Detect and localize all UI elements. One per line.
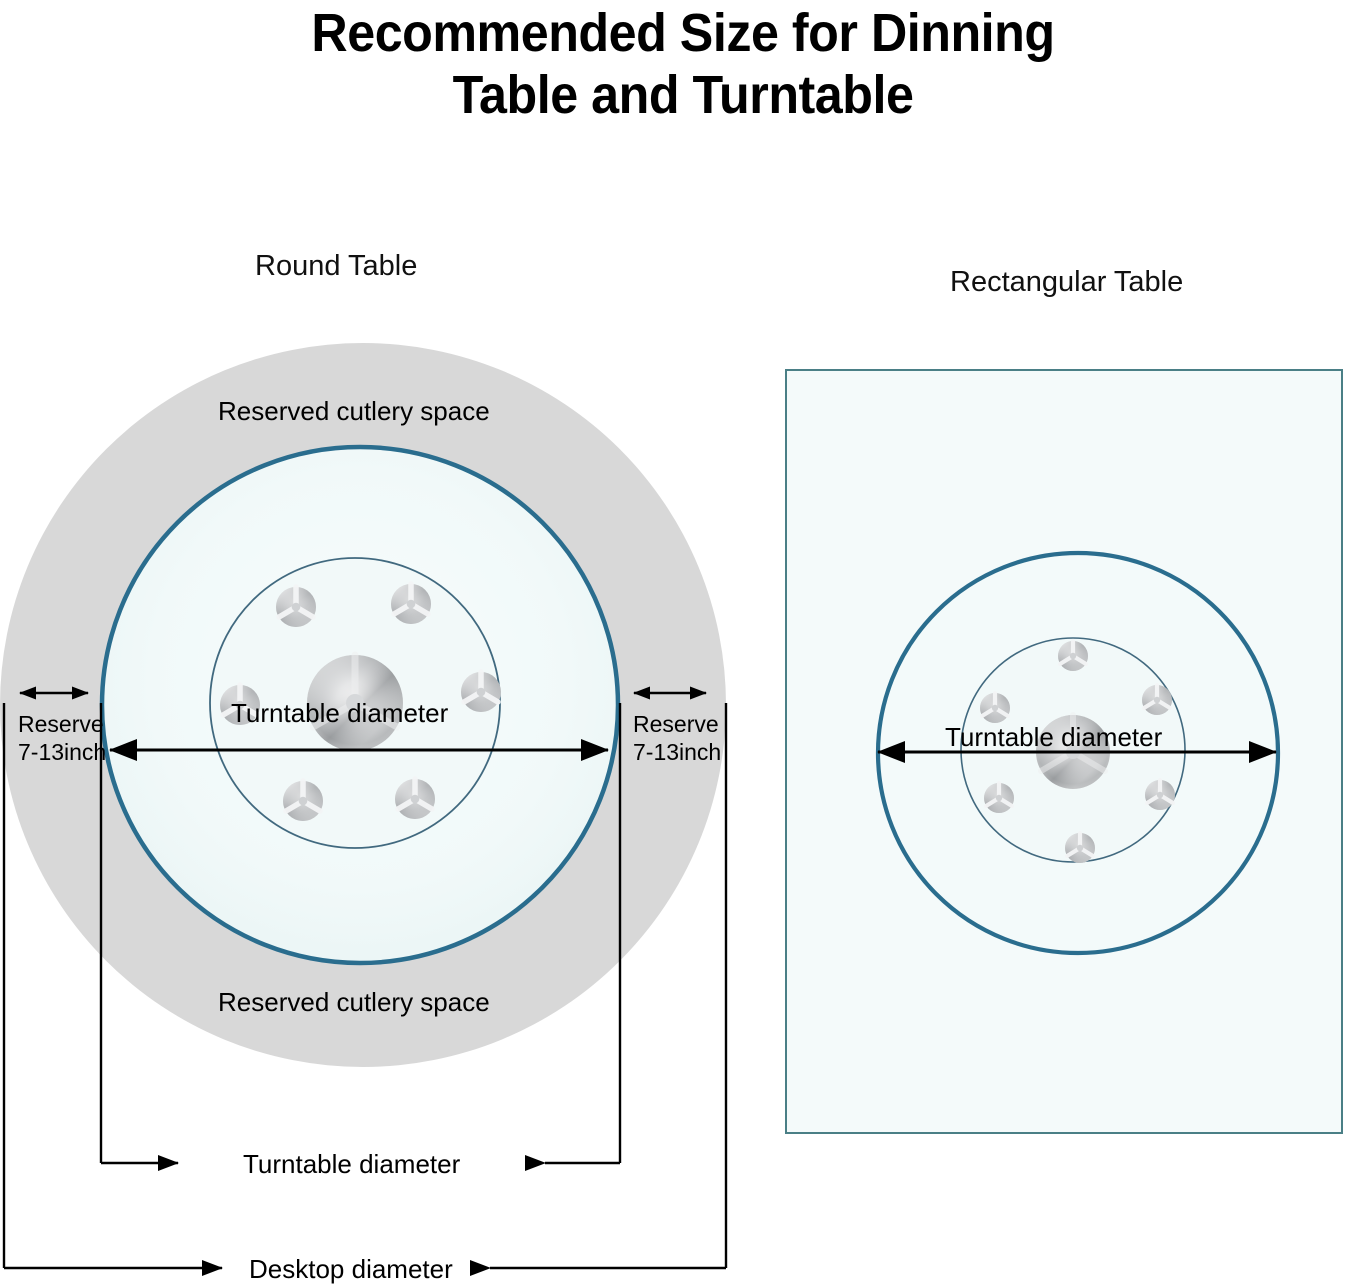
rectangular-table-group [785,369,1343,1134]
bearing-ball [1144,777,1176,810]
bearing-ball [979,690,1011,723]
rect-turntable-diameter-label: Turntable diameter [945,722,1163,752]
bearing-ball [276,584,316,627]
turntable-diameter-dimension-label: Turntable diameter [243,1149,461,1179]
bearing-ball [983,780,1015,813]
round-table-group [0,343,728,1276]
bearing-ball [395,776,435,819]
round-turntable-hub [307,651,403,751]
bearing-ball [1057,638,1089,671]
bearing-ball [1141,682,1173,715]
rect-turntable-bearings [979,638,1176,863]
desktop-diameter-dimension-label: Desktop diameter [249,1254,453,1284]
reserve-left-label-line1: Reserve [18,711,104,737]
reserved-cutlery-space-bottom-label: Reserved cutlery space [218,987,490,1017]
reserve-right-label-line2: 7-13inch [633,739,722,765]
bearing-ball [391,581,431,624]
bearing-ball [1064,830,1096,863]
reserve-right-label-line1: Reserve [633,711,719,737]
reserve-left-label-line2: 7-13inch [18,739,107,765]
reserved-cutlery-space-top-label: Reserved cutlery space [218,396,490,426]
round-turntable-diameter-label: Turntable diameter [231,698,449,728]
bearing-ball [461,669,501,712]
round-table-heading: Round Table [255,250,418,282]
rectangular-table-heading: Rectangular Table [950,266,1184,298]
round-turntable-bearings [220,581,501,821]
page-title: Recommended Size for Dinning Table and T… [311,3,1055,125]
bearing-ball [220,682,260,725]
bearing-ball [283,778,323,821]
